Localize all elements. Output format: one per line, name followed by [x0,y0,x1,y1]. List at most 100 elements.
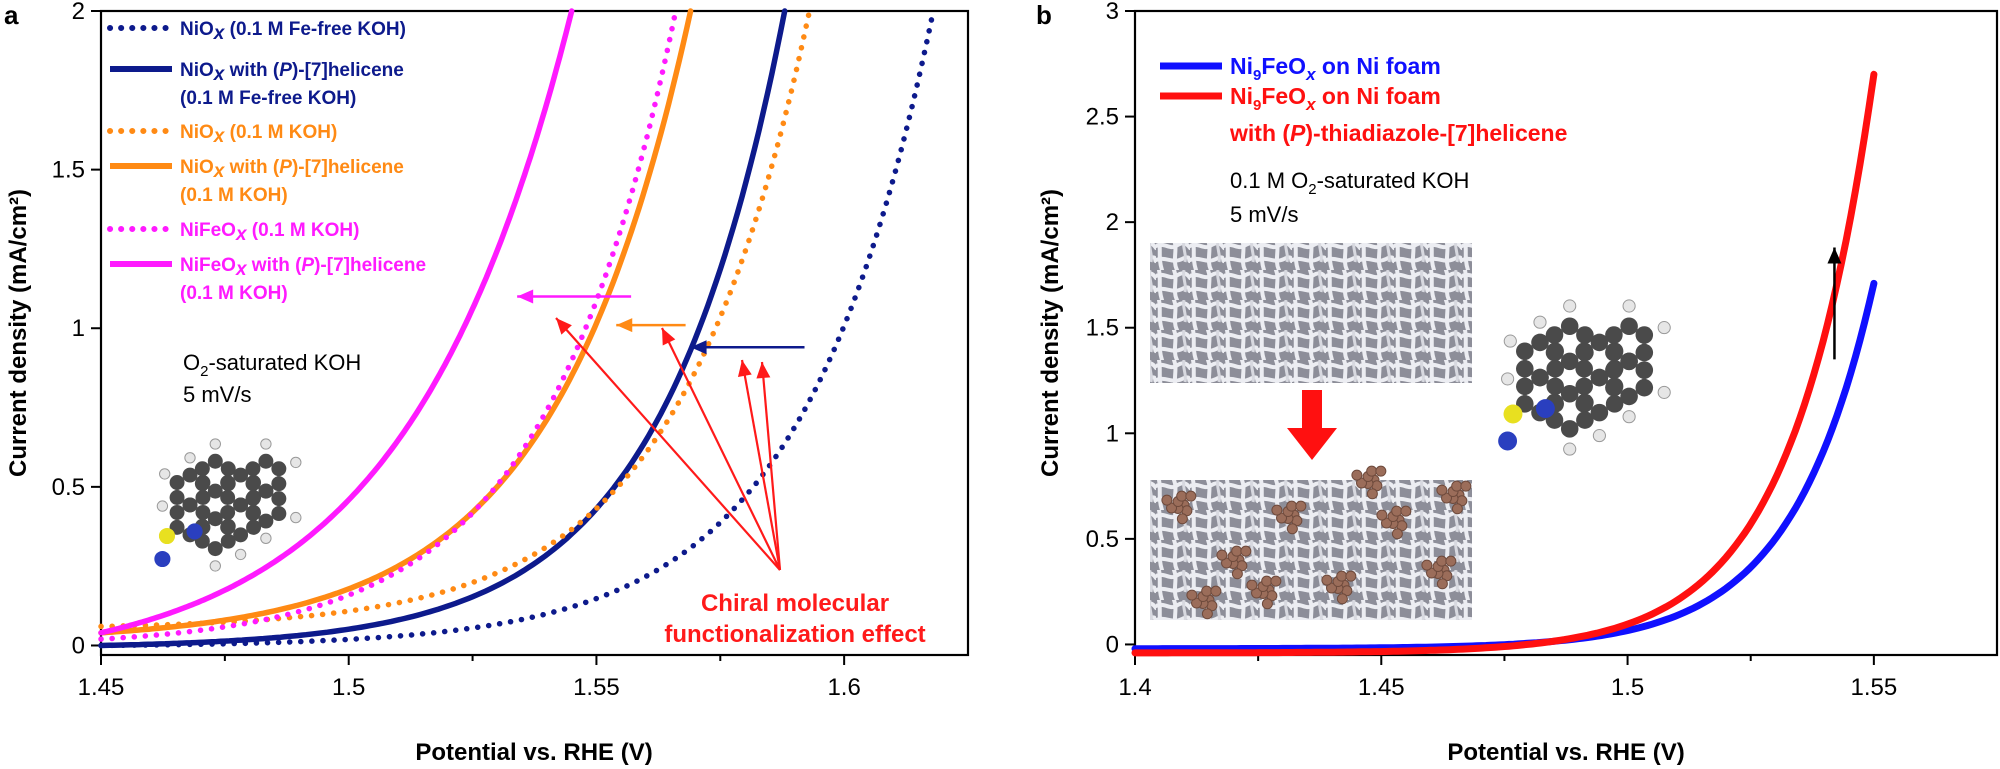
nitrogen-a-0 [154,550,171,568]
panel-b-ticks: 1.4 1.45 1.5 1.55 0 0.5 1 1.5 2 2.5 3 [1086,0,1898,701]
legend-a-label-1: NiOx with (P)-[7]helicene [180,60,404,85]
legend-b-label-0: Ni9FeOx on Ni foam [1230,53,1441,84]
hydrogen-b-1 [1501,372,1515,386]
hydrogen-b-7 [1622,410,1636,424]
carbon-a-7 [207,483,223,499]
x-tick-label-a-3: 1.6 [827,674,860,701]
sulfur-a [158,527,176,545]
panel-b-arrows [1827,247,1842,360]
particle-9-2 [1451,503,1463,515]
carbon-a-33 [245,461,261,477]
series-line-a-2 [98,8,813,630]
particle-0-7 [1176,490,1188,502]
carbon-b-16 [1590,333,1609,352]
particle-5-2 [1436,578,1448,590]
panel-a-conditions-line1: O2-saturated KOH [183,350,361,380]
particle-2-7 [1286,500,1298,512]
series-line-a-1 [98,8,788,649]
carbon-b-38 [1605,378,1623,397]
panel-b-legend: Ni9FeOx on Ni foam Ni9FeOx on Ni foam wi… [1160,53,1567,146]
panel-a-legend: NiOx (0.1 M Fe-free KOH) NiOx with (P)-[… [107,19,426,304]
hydrogen-a-4 [260,438,272,450]
shift-arrow-head-a-0 [690,340,707,355]
x-tick-label-a-2: 1.55 [573,674,620,701]
red-arrow-shaft-0 [555,317,781,571]
carbon-b-15 [1575,342,1593,360]
series-line-b-1 [1131,70,1878,657]
thiadiazole-helicene-molecule-image [1498,299,1671,456]
particle-7-8 [1375,465,1387,477]
panel-b-plot-frame [1133,9,1999,657]
particle-4-7 [1391,505,1403,517]
particle-8-2 [1261,598,1273,610]
carbon-b-30 [1635,343,1654,362]
carbon-a-18 [246,519,262,535]
particle-2-2 [1286,523,1298,535]
legend-a-label-4: NiFeOx (0.1 M KOH) [180,220,359,245]
shift-arrow-head-a-2 [517,289,534,304]
y-tick-label-a-4: 2 [72,0,85,25]
particle-3-8 [1345,570,1357,582]
panel-b-y-axis-label: Current density (mA/cm²) [1037,189,1064,477]
chiral-effect-arrows [555,317,782,571]
y-tick-label-a-2: 1 [72,315,85,342]
hydrogen-a-0 [159,468,171,480]
red-arrow-head-1 [662,328,676,346]
carbon-b-7 [1560,352,1579,371]
panel-b-series [1131,70,1878,657]
particle-9-5 [1436,484,1448,496]
panel-a-conditions-line2: 5 mV/s [183,382,251,407]
nitrogen-a-1 [186,523,203,540]
red-arrow-head-3 [756,362,771,379]
hydrogen-a-9 [209,560,221,572]
carbon-a-38 [245,506,261,522]
carbon-b-25 [1560,420,1579,438]
y-tick-label-b-4: 2 [1106,209,1119,236]
hydrogen-b-9 [1563,442,1577,456]
red-arrow-shaft-1 [661,327,781,571]
carbon-b-24 [1576,411,1594,429]
carbon-b-37 [1620,387,1638,406]
x-tick-label-b-0: 1.4 [1118,674,1151,701]
particle-1-5 [1216,549,1228,561]
particle-7-5 [1351,469,1363,481]
panel-b-x-axis-label: Potential vs. RHE (V) [1447,739,1684,766]
particle-9-7 [1451,480,1463,492]
particle-8-5 [1246,579,1258,591]
legend-a-label-2: NiOx (0.1 M KOH) [180,122,337,147]
annotation-line1: Chiral molecular [701,590,889,617]
carbon-a-8 [194,476,210,492]
hydrogen-b-2 [1533,315,1547,329]
particle-6-2 [1201,608,1213,620]
y-tick-label-b-3: 1.5 [1086,315,1119,342]
particle-9-8 [1460,480,1472,492]
legend-a-label-0: NiOx (0.1 M Fe-free KOH) [180,19,406,44]
legend-a-label-1-line2: (0.1 M Fe-free KOH) [180,88,356,109]
carbon-a-21 [220,504,236,520]
carbon-a-30 [271,476,287,492]
carbon-a-11 [220,461,236,477]
panel-b-conditions-line1: 0.1 M O2-saturated KOH [1230,168,1469,198]
helicene-molecule-image-a [154,438,302,572]
y-tick-label-b-0: 0 [1106,631,1119,658]
carbon-b-8 [1545,343,1564,362]
panel-b-conditions-line2: 5 mV/s [1230,202,1298,227]
particle-0-5 [1161,494,1173,506]
panel-a-y-axis-label: Current density (mA/cm²) [5,189,32,477]
hydrogen-a-2 [184,452,196,464]
carbon-a-32 [245,476,261,492]
hydrogen-a-6 [290,511,302,524]
particle-7-7 [1366,465,1378,477]
y-tick-label-b-2: 1 [1106,420,1119,447]
carbon-b-29 [1576,393,1594,412]
red-arrow-head-0 [556,318,572,335]
particle-5-8 [1445,555,1457,567]
carbon-b-35 [1635,326,1654,344]
hydrogen-b-5 [1657,321,1671,335]
carbon-a-9 [194,461,210,477]
legend-a-label-5: NiFeOx with (P)-[7]helicene [180,255,426,280]
carbon-a-3 [169,475,185,490]
carbon-a-25 [207,541,223,557]
nitrogen-b-1 [1535,399,1555,419]
legend-a-label-3-line2: (0.1 M KOH) [180,185,288,206]
